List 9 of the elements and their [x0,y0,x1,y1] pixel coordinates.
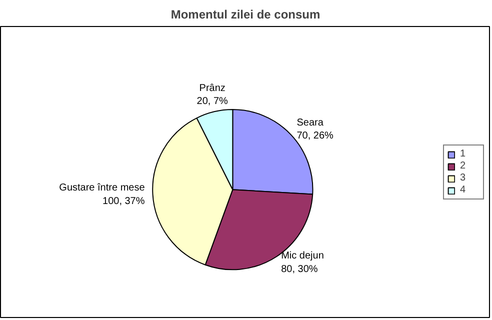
chart-title: Momentul zilei de consum [170,8,320,22]
data-label: Prânz 20, 7% [196,82,228,107]
legend-label: 2 [460,160,467,172]
legend-label: 1 [460,148,467,160]
data-label: Mic dejun 80, 30% [281,250,324,275]
data-label: Seara 70, 26% [296,117,334,142]
data-label: Gustare între mese 100, 37% [59,182,146,207]
legend-label: 3 [460,172,467,184]
legend-label: 4 [460,184,467,196]
